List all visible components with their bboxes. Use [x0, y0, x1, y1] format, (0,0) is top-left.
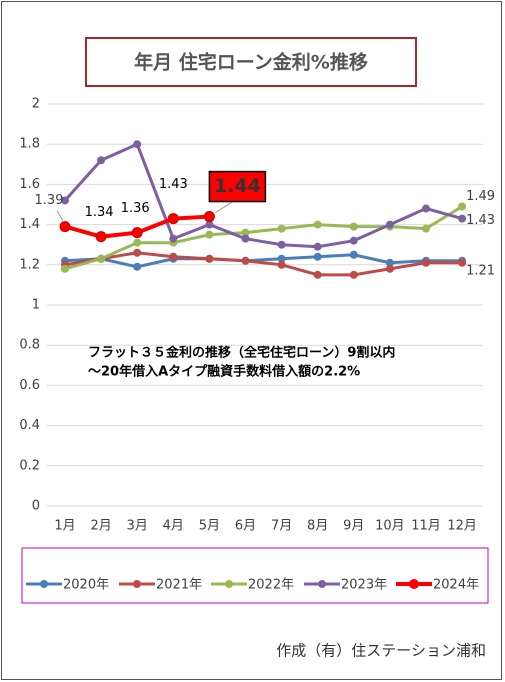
- y-tick-label: 1: [32, 298, 40, 313]
- point: [61, 264, 69, 273]
- point: [95, 231, 107, 243]
- x-tick-label: 10月: [375, 519, 405, 534]
- point: [203, 211, 215, 223]
- x-tick-label: 2月: [90, 519, 111, 534]
- series-line: [63, 142, 463, 249]
- point: [422, 258, 430, 267]
- x-tick-label: 1月: [54, 519, 75, 534]
- legend-marker: [409, 579, 419, 589]
- legend-marker: [133, 580, 141, 588]
- title-box: [85, 37, 417, 87]
- point: [422, 224, 430, 233]
- x-tick-label: 5月: [199, 519, 220, 534]
- point: [458, 202, 467, 211]
- y-tick-label: 0: [32, 499, 40, 514]
- point: [277, 260, 286, 269]
- legend-marker: [40, 580, 48, 588]
- x-tick-label: 12月: [447, 519, 477, 534]
- data-label: 1.36: [121, 201, 150, 216]
- x-tick-label: 6月: [235, 519, 256, 534]
- point: [205, 230, 214, 239]
- x-tick-label: 4月: [163, 519, 184, 534]
- point: [349, 236, 358, 245]
- point: [133, 262, 142, 271]
- y-tick-label: 1.4: [19, 217, 40, 232]
- legend-marker: [318, 580, 326, 588]
- point: [169, 234, 178, 243]
- point: [241, 256, 250, 265]
- y-tick-label: 0.8: [19, 338, 40, 353]
- legend-box: [21, 547, 489, 604]
- point: [385, 264, 394, 273]
- point: [277, 224, 286, 233]
- point: [313, 270, 322, 279]
- point: [61, 196, 69, 205]
- footer: 作成（有）住ステーション浦和: [276, 642, 486, 660]
- data-label: 1.49: [466, 189, 495, 204]
- legend-marker: [225, 580, 233, 588]
- data-label: 1.44: [214, 175, 261, 197]
- chart-title: 年月 住宅ローン金利%推移: [134, 51, 368, 74]
- point: [313, 252, 322, 261]
- y-tick-label: 0.2: [19, 458, 40, 473]
- point: [205, 220, 214, 229]
- point: [167, 213, 179, 225]
- point: [205, 254, 214, 263]
- x-tick-label: 9月: [343, 519, 364, 534]
- point: [97, 254, 106, 263]
- point: [349, 250, 358, 259]
- point: [349, 270, 358, 279]
- point: [458, 258, 467, 267]
- legend-label: 2020年: [63, 578, 109, 593]
- legend-label: 2023年: [341, 578, 387, 593]
- point: [313, 242, 322, 251]
- y-tick-label: 0.4: [19, 418, 40, 433]
- series-line: [64, 205, 463, 271]
- point: [458, 214, 467, 223]
- series-line: [64, 253, 463, 269]
- point: [133, 238, 142, 247]
- y-tick-label: 1.8: [19, 137, 40, 152]
- point: [169, 252, 178, 261]
- point: [349, 222, 358, 231]
- annotation: ～20年借入Aタイプ融資手数料借入額の2.2%: [88, 364, 360, 380]
- data-label: 1.43: [159, 177, 188, 192]
- data-label: 1.34: [85, 205, 114, 220]
- point: [131, 227, 143, 239]
- data-label: 1.39: [35, 193, 64, 208]
- point: [385, 220, 394, 229]
- point: [277, 240, 286, 249]
- legend-label: 2024年: [433, 578, 479, 593]
- point: [313, 220, 322, 229]
- data-label: 1.43: [466, 213, 495, 228]
- point: [241, 234, 250, 243]
- y-tick-label: 1.6: [19, 177, 40, 192]
- x-tick-label: 11月: [411, 519, 441, 534]
- x-tick-label: 8月: [307, 519, 328, 534]
- y-tick-label: 2: [32, 97, 40, 112]
- leader: [215, 202, 232, 213]
- series-line: [64, 251, 463, 277]
- legend-label: 2022年: [248, 578, 294, 593]
- x-tick-label: 3月: [127, 519, 148, 534]
- point: [133, 248, 142, 257]
- leader: [56, 210, 64, 221]
- x-tick-label: 7月: [271, 519, 292, 534]
- y-tick-label: 0.6: [19, 378, 40, 393]
- annotation: フラット３５金利の推移（全宅住宅ローン）9割以内: [88, 345, 395, 361]
- point: [133, 140, 142, 149]
- y-tick-label: 1.2: [19, 257, 40, 272]
- legend-label: 2021年: [156, 578, 202, 593]
- data-label: 1.21: [466, 263, 495, 278]
- point: [97, 156, 106, 165]
- point: [422, 204, 430, 213]
- point: [59, 221, 71, 233]
- label-box: [208, 170, 267, 203]
